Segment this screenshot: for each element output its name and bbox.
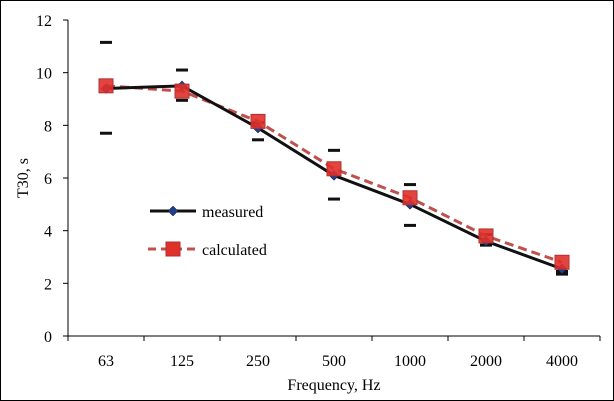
data-point-calculated — [174, 83, 190, 99]
x-tick-label: 500 — [322, 353, 346, 370]
x-tick-label: 63 — [98, 353, 114, 370]
legend-marker-measured — [167, 205, 179, 217]
legend-marker-calculated — [165, 241, 181, 257]
data-point-calculated — [478, 228, 494, 244]
x-axis-ticks — [67, 336, 601, 341]
x-axis-title: Frequency, Hz — [287, 377, 380, 394]
x-axis-tick-labels: 63 125 250 500 1000 2000 4000 — [98, 353, 578, 370]
legend: measured calculated — [148, 204, 267, 259]
y-tick-label: 6 — [44, 171, 52, 188]
y-tick-label: 2 — [44, 276, 52, 293]
x-tick-label: 125 — [170, 353, 194, 370]
series-layer — [98, 40, 570, 276]
data-point-calculated — [250, 113, 266, 129]
y-axis-title: T30, s — [15, 158, 32, 198]
legend-item-measured: measured — [150, 204, 263, 221]
legend-label-calculated: calculated — [202, 242, 267, 259]
y-tick-label: 12 — [36, 13, 52, 30]
x-tick-label: 4000 — [546, 353, 578, 370]
y-tick-label: 10 — [36, 66, 52, 83]
y-tick-label: 8 — [44, 118, 52, 135]
x-tick-label: 250 — [246, 353, 270, 370]
y-tick-label: 4 — [44, 224, 52, 241]
data-point-calculated — [402, 190, 418, 206]
y-axis-ticks — [63, 19, 68, 337]
data-point-calculated — [554, 254, 570, 270]
x-tick-label: 2000 — [470, 353, 502, 370]
y-tick-label: 0 — [44, 329, 52, 346]
x-tick-label: 1000 — [394, 353, 426, 370]
data-point-calculated — [98, 78, 114, 94]
y-axis-tick-labels: 0 2 4 6 8 10 12 — [36, 13, 52, 346]
data-point-calculated — [326, 161, 342, 177]
legend-label-measured: measured — [202, 204, 263, 221]
legend-item-calculated: calculated — [148, 241, 267, 259]
